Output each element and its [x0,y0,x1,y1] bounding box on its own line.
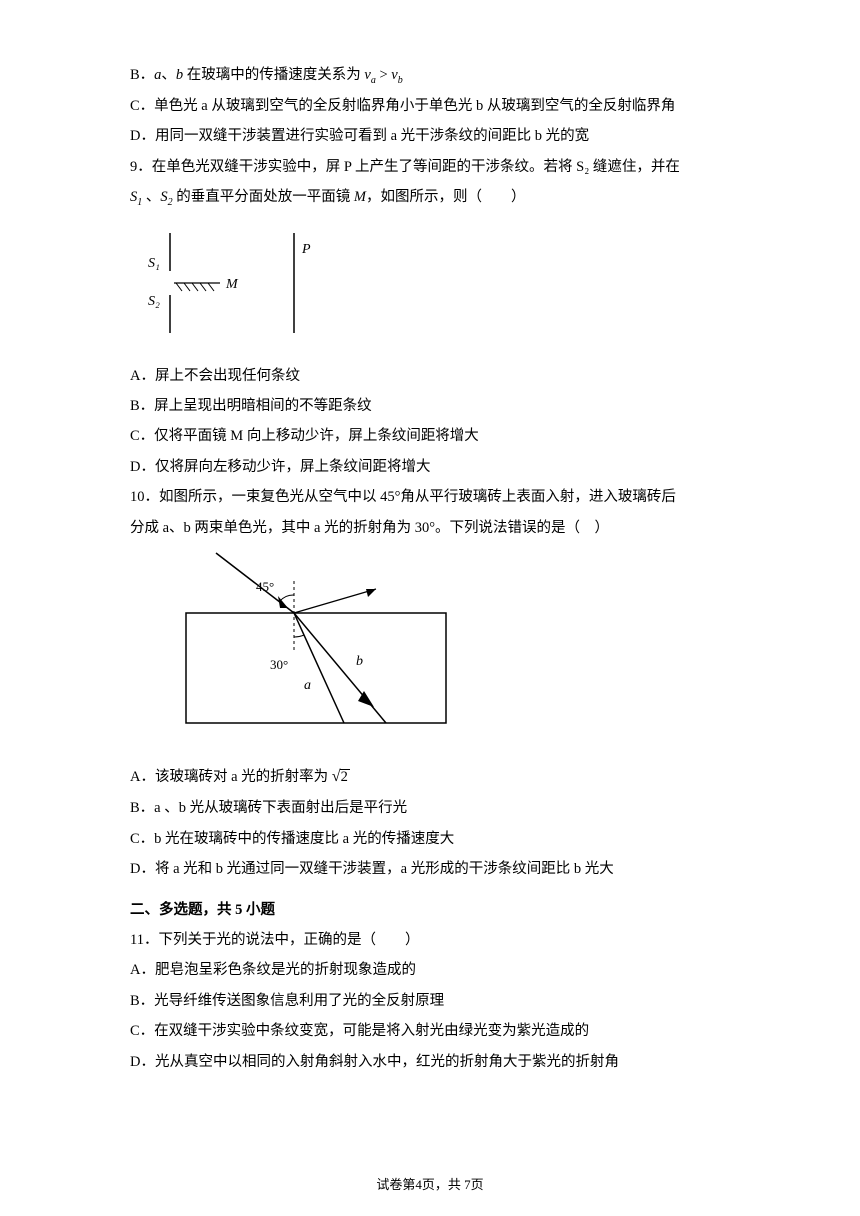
q11-option-a: A．肥皂泡呈彩色条纹是光的折射现象造成的 [130,955,750,985]
q8-option-d: D．用同一双缝干涉装置进行实验可看到 a 光干涉条纹的间距比 b 光的宽 [130,121,750,151]
q9-option-b: B．屏上呈现出明暗相间的不等距条纹 [130,391,750,421]
a-label: a [304,678,311,693]
s1-label: S₁ [148,256,160,271]
q11-stem: 11．下列关于光的说法中，正确的是（ ） [130,925,750,955]
page-footer: 试卷第4页，共 7页 [0,1171,860,1198]
section-2-title: 二、多选题，共 5 小题 [130,895,750,925]
angle-30: 30° [270,657,288,672]
s2-label: S₂ [148,294,160,309]
q10-stem-1: 10．如图所示，一束复色光从空气中以 45°角从平行玻璃砖上表面入射，进入玻璃砖… [130,482,750,512]
q9-option-d: D．仅将屏向左移动少许，屏上条纹间距将增大 [130,452,750,482]
q11-option-b: B．光导纤维传送图象信息利用了光的全反射原理 [130,986,750,1016]
q10-option-c: C．b 光在玻璃砖中的传播速度比 a 光的传播速度大 [130,824,750,854]
q9-option-a: A．屏上不会出现任何条纹 [130,361,750,391]
exam-page: B．a、b 在玻璃中的传播速度关系为 va > vb C．单色光 a 从玻璃到空… [0,0,860,1216]
q9-stem-1: 9．在单色光双缝干涉实验中，屏 P 上产生了等间距的干涉条纹。若将 S₂ 缝遮住… [130,152,750,182]
q10-figure: 45° 30° a b [176,551,750,747]
q8-option-b: B．a、b 在玻璃中的传播速度关系为 va > vb [130,60,750,91]
q8-option-c: C．单色光 a 从玻璃到空气的全反射临界角小于单色光 b 从玻璃到空气的全反射临… [130,91,750,121]
q10-option-a: A．该玻璃砖对 a 光的折射率为 √2 [130,760,750,794]
p-label: P [301,242,311,257]
q10-option-b: B．a 、b 光从玻璃砖下表面射出后是平行光 [130,793,750,823]
q10-option-d: D．将 a 光和 b 光通过同一双缝干涉装置，a 光形成的干涉条纹间距比 b 光… [130,854,750,884]
m-label: M [225,277,239,292]
b-label: b [356,654,363,669]
q11-option-c: C．在双缝干涉实验中条纹变宽，可能是将入射光由绿光变为紫光造成的 [130,1016,750,1046]
q9-stem-2: S1 、S2 的垂直平分面处放一平面镜 M，如图所示，则（ ） [130,182,750,213]
q10-stem-2: 分成 a、b 两束单色光，其中 a 光的折射角为 30°。下列说法错误的是（ ） [130,513,750,543]
q9-option-c: C．仅将平面镜 M 向上移动少许，屏上条纹间距将增大 [130,421,750,451]
q9-figure: S₁ S₂ M P [134,225,750,356]
angle-45: 45° [256,579,274,594]
q11-option-d: D．光从真空中以相同的入射角斜射入水中，红光的折射角大于紫光的折射角 [130,1047,750,1077]
